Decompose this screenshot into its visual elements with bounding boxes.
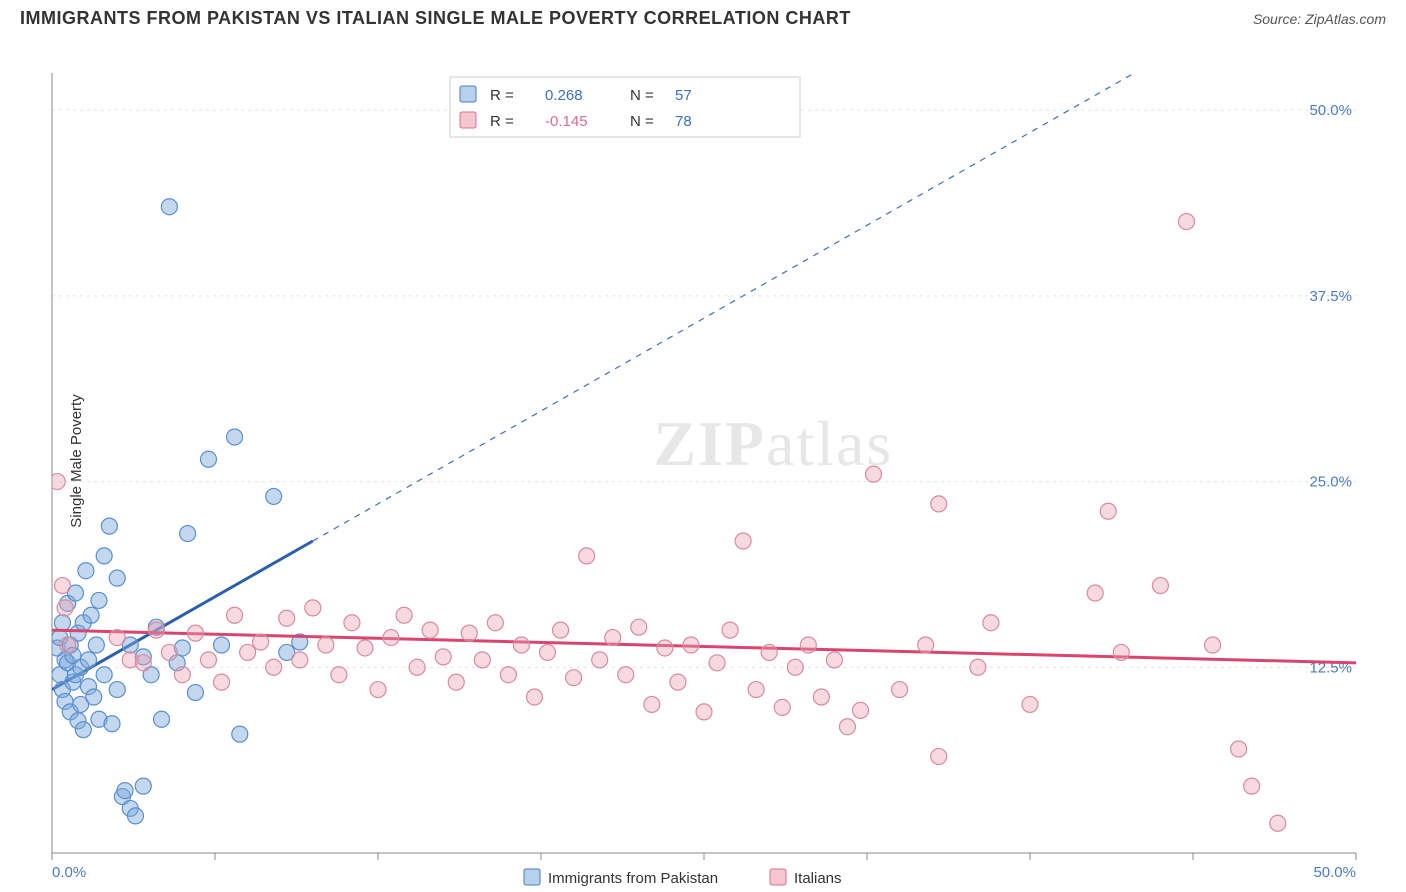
- svg-text:N =: N =: [630, 87, 654, 104]
- svg-text:25.0%: 25.0%: [1309, 474, 1352, 491]
- chart-header: IMMIGRANTS FROM PAKISTAN VS ITALIAN SING…: [0, 0, 1406, 33]
- svg-text:Italians: Italians: [794, 870, 842, 887]
- svg-text:50.0%: 50.0%: [1313, 864, 1356, 881]
- svg-text:N =: N =: [630, 113, 654, 130]
- chart-container: Single Male Poverty ZIPatlas 12.5%25.0%3…: [0, 33, 1406, 889]
- svg-text:-0.145: -0.145: [545, 113, 588, 130]
- svg-text:50.0%: 50.0%: [1309, 102, 1352, 119]
- y-axis-label: Single Male Poverty: [68, 394, 85, 527]
- svg-text:78: 78: [675, 113, 692, 130]
- svg-text:0.0%: 0.0%: [52, 864, 86, 881]
- svg-text:37.5%: 37.5%: [1309, 288, 1352, 305]
- svg-text:R =: R =: [490, 113, 514, 130]
- svg-text:Immigrants from Pakistan: Immigrants from Pakistan: [548, 870, 718, 887]
- svg-text:0.268: 0.268: [545, 87, 583, 104]
- svg-text:57: 57: [675, 87, 692, 104]
- svg-text:R =: R =: [490, 87, 514, 104]
- chart-source: Source: ZipAtlas.com: [1253, 11, 1386, 27]
- chart-title: IMMIGRANTS FROM PAKISTAN VS ITALIAN SING…: [20, 8, 851, 29]
- scatter-plot: 12.5%25.0%37.5%50.0%0.0%50.0%R =0.268N =…: [0, 33, 1406, 889]
